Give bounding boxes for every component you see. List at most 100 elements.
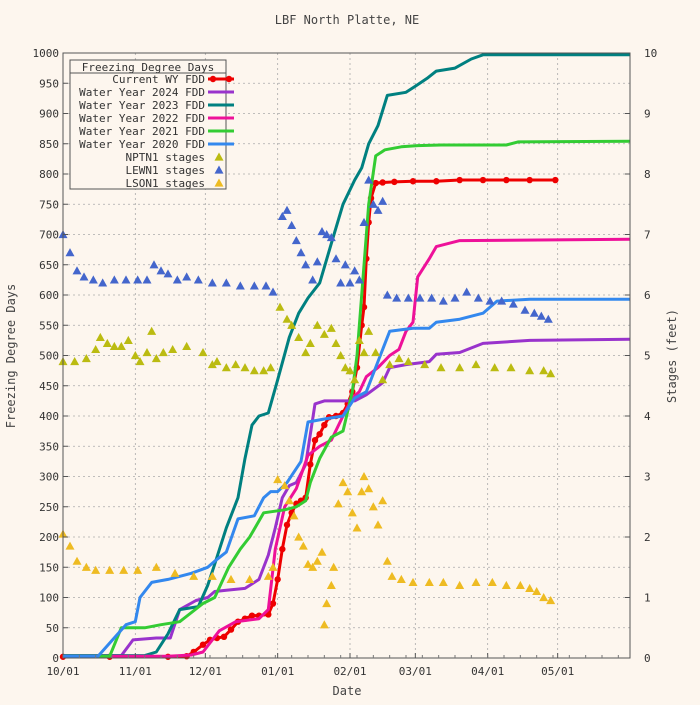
y-tick-label: 1000 (33, 47, 60, 60)
stage-marker (345, 278, 355, 287)
stage-marker (308, 275, 318, 284)
series-point (552, 176, 559, 184)
stage-marker (359, 347, 369, 357)
legend-label: LEWN1 stages (126, 164, 205, 177)
axes: 0501001502002503003504004505005506006507… (33, 47, 658, 678)
stage-marker (221, 278, 231, 287)
stage-marker (156, 266, 166, 275)
stage-marker (385, 360, 395, 369)
stage-marker (508, 299, 518, 308)
series-point (199, 641, 207, 648)
stage-marker (149, 260, 159, 269)
stage-marker (289, 511, 299, 520)
stage-marker (207, 278, 217, 287)
y2-tick-label: 9 (644, 108, 651, 121)
series-point (283, 521, 291, 529)
stage-marker (294, 532, 304, 541)
stage-marker (394, 354, 404, 363)
y2-tick-label: 7 (644, 229, 651, 242)
stage-marker (373, 520, 383, 529)
stage-marker (133, 565, 143, 574)
y-tick-label: 150 (39, 561, 59, 574)
legend-title: Freezing Degree Days (82, 61, 214, 74)
stage-marker (284, 496, 294, 505)
stage-marker (287, 320, 297, 329)
series-point (503, 176, 510, 184)
y-tick-label: 850 (39, 138, 59, 151)
stage-marker (357, 487, 367, 496)
stage-marker (450, 293, 460, 302)
stage-marker (364, 484, 374, 493)
stage-marker (345, 366, 355, 375)
series-line (63, 139, 631, 658)
stage-marker (109, 275, 119, 284)
stage-marker (65, 248, 75, 257)
y2-tick-label: 8 (644, 168, 651, 181)
stage-marker (151, 354, 161, 363)
stage-marker (142, 275, 152, 284)
stage-marker (312, 556, 322, 565)
stage-marker (359, 472, 369, 481)
y-tick-label: 0 (52, 652, 59, 665)
stage-marker (268, 562, 278, 571)
stage-marker (515, 580, 525, 589)
legend-swatch-dot (225, 75, 233, 83)
stage-marker (471, 577, 481, 586)
x-tick-label: 01/01 (261, 665, 294, 678)
legend-label: NPTN1 stages (126, 151, 205, 164)
stage-marker (490, 363, 500, 372)
stage-marker (539, 366, 549, 375)
y-tick-label: 550 (39, 319, 59, 332)
legend-label: Water Year 2022 FDD (79, 112, 205, 125)
series-line (63, 53, 630, 658)
stage-marker (308, 562, 318, 571)
stage-marker (189, 571, 199, 580)
y-axis-label: Freezing Degree Days (4, 284, 18, 429)
stage-marker (182, 272, 192, 281)
stage-marker (249, 366, 259, 375)
series-point (409, 178, 417, 185)
stage-marker (415, 293, 425, 302)
stage-marker (298, 541, 308, 550)
stage-marker (207, 360, 217, 369)
stage-marker (163, 269, 173, 278)
stage-marker (497, 296, 507, 305)
y2-tick-label: 1 (644, 592, 651, 605)
stage-marker (347, 508, 357, 517)
series-point (456, 176, 463, 184)
stage-marker (546, 369, 556, 378)
stage-marker (147, 326, 157, 335)
stage-marker (95, 332, 105, 341)
x-tick-label: 11/01 (119, 665, 152, 678)
stage-marker (198, 347, 208, 357)
legend-label: Current WY FDD (112, 73, 205, 86)
stage-marker (259, 366, 269, 375)
stage-marker (263, 571, 273, 580)
y-tick-label: 300 (39, 471, 59, 484)
stage-marker (378, 496, 388, 505)
stage-marker (249, 281, 259, 290)
stage-marker (102, 338, 112, 347)
stage-marker (91, 344, 101, 354)
series-point (311, 437, 319, 444)
stage-marker (539, 593, 549, 602)
x-tick-label: 12/01 (189, 665, 222, 678)
stage-marker (261, 281, 271, 290)
stage-marker (427, 293, 437, 302)
stage-marker (338, 478, 348, 487)
stage-marker (396, 574, 406, 583)
y2-axis-label: Stages (feet) (665, 309, 679, 403)
y-tick-label: 400 (39, 410, 59, 423)
stage-marker (142, 347, 152, 357)
stage-marker (282, 314, 292, 323)
stage-marker (506, 363, 516, 372)
stage-marker (536, 311, 546, 320)
series-point (379, 179, 386, 186)
series-point (220, 633, 228, 641)
stage-marker (408, 577, 418, 586)
stage-marker (170, 568, 180, 577)
stage-marker (273, 475, 283, 484)
stage-marker (329, 562, 339, 571)
stage-marker (387, 571, 397, 580)
